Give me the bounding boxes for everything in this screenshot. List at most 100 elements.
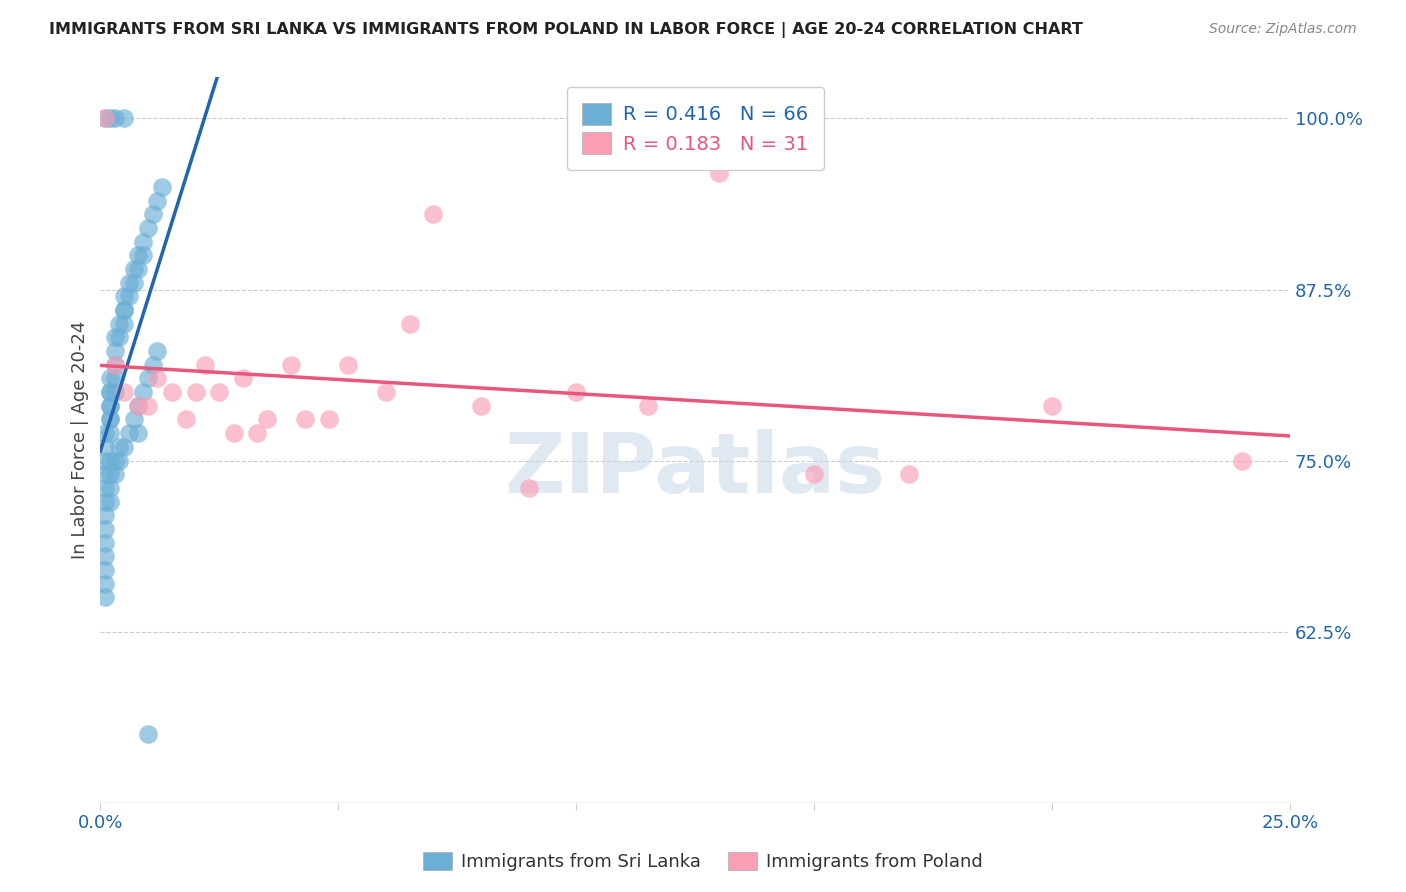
Point xyxy=(118,289,141,303)
Point xyxy=(94,591,117,605)
Point xyxy=(98,494,121,508)
Point xyxy=(294,412,316,426)
Point xyxy=(146,371,169,385)
Point xyxy=(184,385,207,400)
Point xyxy=(707,166,730,180)
Point xyxy=(98,399,121,413)
Point xyxy=(136,399,159,413)
Point xyxy=(94,522,117,536)
Point xyxy=(132,248,155,262)
Point xyxy=(194,358,217,372)
Point xyxy=(94,481,117,495)
Point xyxy=(94,426,117,441)
Y-axis label: In Labor Force | Age 20-24: In Labor Force | Age 20-24 xyxy=(72,321,89,559)
Point xyxy=(112,303,135,318)
Point xyxy=(104,112,127,126)
Point xyxy=(222,426,245,441)
Point xyxy=(98,399,121,413)
Point xyxy=(318,412,340,426)
Point xyxy=(112,112,135,126)
Point xyxy=(108,440,131,454)
Point xyxy=(280,358,302,372)
Point xyxy=(98,467,121,482)
Point xyxy=(122,412,145,426)
Point xyxy=(112,289,135,303)
Point xyxy=(142,358,165,372)
Legend: Immigrants from Sri Lanka, Immigrants from Poland: Immigrants from Sri Lanka, Immigrants fr… xyxy=(416,845,990,879)
Point xyxy=(142,207,165,221)
Point xyxy=(104,453,127,467)
Point xyxy=(374,385,396,400)
Point xyxy=(146,194,169,208)
Text: Source: ZipAtlas.com: Source: ZipAtlas.com xyxy=(1209,22,1357,37)
Point xyxy=(1232,453,1254,467)
Point xyxy=(150,180,173,194)
Point xyxy=(232,371,254,385)
Text: IMMIGRANTS FROM SRI LANKA VS IMMIGRANTS FROM POLAND IN LABOR FORCE | AGE 20-24 C: IMMIGRANTS FROM SRI LANKA VS IMMIGRANTS … xyxy=(49,22,1083,38)
Point xyxy=(94,112,117,126)
Point xyxy=(160,385,183,400)
Point xyxy=(98,426,121,441)
Point xyxy=(208,385,231,400)
Point xyxy=(127,399,149,413)
Text: ZIPatlas: ZIPatlas xyxy=(505,428,886,509)
Point xyxy=(336,358,359,372)
Point xyxy=(136,727,159,741)
Point xyxy=(112,303,135,318)
Point xyxy=(104,358,127,372)
Point xyxy=(98,412,121,426)
Point xyxy=(127,426,149,441)
Point xyxy=(94,535,117,549)
Point xyxy=(136,371,159,385)
Point xyxy=(122,276,145,290)
Point xyxy=(422,207,444,221)
Point xyxy=(104,344,127,359)
Point xyxy=(112,317,135,331)
Point xyxy=(112,385,135,400)
Point xyxy=(104,467,127,482)
Point xyxy=(108,317,131,331)
Point xyxy=(94,453,117,467)
Point xyxy=(122,262,145,277)
Point xyxy=(108,330,131,344)
Point xyxy=(565,385,588,400)
Point xyxy=(94,576,117,591)
Point xyxy=(94,494,117,508)
Point xyxy=(127,248,149,262)
Point xyxy=(98,112,121,126)
Point xyxy=(98,481,121,495)
Point xyxy=(98,385,121,400)
Point xyxy=(98,453,121,467)
Point xyxy=(246,426,269,441)
Point xyxy=(104,385,127,400)
Point xyxy=(174,412,197,426)
Point xyxy=(108,453,131,467)
Point xyxy=(398,317,420,331)
Point xyxy=(132,235,155,249)
Point xyxy=(637,399,659,413)
Point xyxy=(127,399,149,413)
Point xyxy=(98,385,121,400)
Point xyxy=(104,330,127,344)
Point xyxy=(104,358,127,372)
Point xyxy=(136,221,159,235)
Point xyxy=(94,112,117,126)
Point xyxy=(94,467,117,482)
Point xyxy=(104,371,127,385)
Point xyxy=(898,467,921,482)
Point xyxy=(1040,399,1063,413)
Point xyxy=(112,440,135,454)
Point xyxy=(118,276,141,290)
Legend: R = 0.416   N = 66, R = 0.183   N = 31: R = 0.416 N = 66, R = 0.183 N = 31 xyxy=(567,87,824,170)
Point xyxy=(98,412,121,426)
Point xyxy=(94,549,117,564)
Point xyxy=(127,262,149,277)
Point xyxy=(803,467,825,482)
Point xyxy=(470,399,492,413)
Point xyxy=(94,563,117,577)
Point xyxy=(517,481,540,495)
Point xyxy=(98,371,121,385)
Point xyxy=(256,412,278,426)
Point xyxy=(146,344,169,359)
Point xyxy=(132,385,155,400)
